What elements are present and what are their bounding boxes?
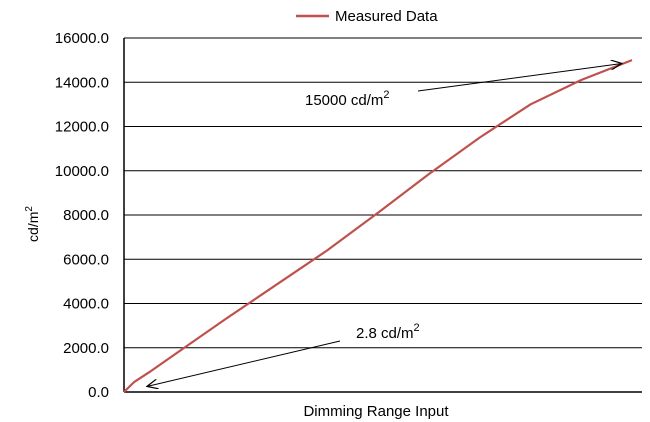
- y-tick-label: 8000.0: [63, 207, 109, 224]
- annotation-top-sup: 2: [383, 89, 389, 101]
- gridlines: [124, 37, 642, 349]
- annotation-top-arrow: [417, 63, 622, 92]
- y-tick-labels: 0.0 2000.0 4000.0 6000.0 8000.0 10000.0 12000.…: [55, 30, 109, 401]
- y-tick-label: 2000.0: [63, 340, 109, 357]
- y-tick-label: 10000.0: [55, 163, 109, 180]
- y-tick-label: 16000.0: [55, 30, 109, 47]
- annotation-top: 15000 cd/m2: [305, 63, 622, 109]
- y-tick-label: 6000.0: [63, 251, 109, 268]
- y-tick-label: 0.0: [88, 384, 109, 401]
- annotation-bottom-arrow: [147, 340, 341, 386]
- series-group: [123, 59, 633, 393]
- annotation-bottom: 2.8 cd/m2: [147, 322, 420, 386]
- annotation-top-label: 15000 cd/m2: [305, 89, 390, 109]
- series-line: [123, 59, 633, 393]
- annotation-bottom-label: 2.8 cd/m2: [356, 322, 420, 342]
- y-axis-title-sup: 2: [24, 206, 35, 212]
- y-axis-title-text: cd/m: [25, 212, 41, 242]
- legend-label: Measured Data: [335, 8, 438, 25]
- x-axis-title: Dimming Range Input: [303, 403, 449, 420]
- y-tick-label: 4000.0: [63, 296, 109, 313]
- annotation-bottom-text: 2.8 cd/m: [356, 325, 414, 342]
- y-tick-label: 14000.0: [55, 74, 109, 91]
- legend: Measured Data: [296, 8, 438, 25]
- y-axis-title: cd/m2: [24, 206, 41, 242]
- y-tick-label: 12000.0: [55, 119, 109, 136]
- annotation-bottom-sup: 2: [414, 322, 420, 334]
- annotation-top-text: 15000 cd/m: [305, 92, 383, 109]
